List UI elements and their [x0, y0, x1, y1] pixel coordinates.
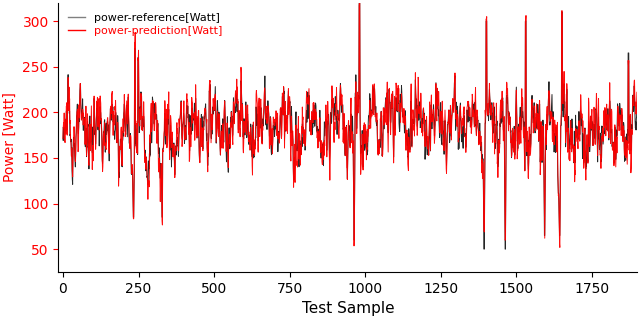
power-reference[Watt]: [193, 123, 200, 127]
power-reference[Watt]: [479, 161, 486, 165]
power-reference[Watt]: [188, 106, 196, 110]
power-reference[Watt]: [480, 247, 488, 251]
Y-axis label: Power [Watt]: Power [Watt]: [3, 93, 17, 182]
power-reference[Watt]: [355, 1, 363, 5]
power-prediction[Watt]: [188, 99, 196, 103]
Legend: power-reference[Watt], power-prediction[Watt]: power-reference[Watt], power-prediction[…: [64, 8, 227, 41]
power-prediction[Watt]: [86, 149, 94, 152]
power-reference[Watt]: [59, 138, 67, 142]
power-reference[Watt]: [287, 127, 294, 130]
power-prediction[Watt]: [193, 111, 200, 115]
power-prediction[Watt]: [479, 177, 486, 181]
power-prediction[Watt]: [141, 160, 148, 164]
power-prediction[Watt]: [356, 1, 364, 5]
power-prediction[Watt]: [633, 90, 640, 94]
power-prediction[Watt]: [556, 246, 564, 249]
power-reference[Watt]: [86, 140, 94, 144]
Line: power-prediction[Watt]: power-prediction[Watt]: [63, 3, 637, 248]
power-reference[Watt]: [633, 103, 640, 107]
power-prediction[Watt]: [287, 152, 294, 156]
power-prediction[Watt]: [59, 137, 67, 140]
Line: power-reference[Watt]: power-reference[Watt]: [63, 3, 637, 249]
X-axis label: Test Sample: Test Sample: [301, 301, 394, 316]
power-reference[Watt]: [141, 157, 148, 161]
